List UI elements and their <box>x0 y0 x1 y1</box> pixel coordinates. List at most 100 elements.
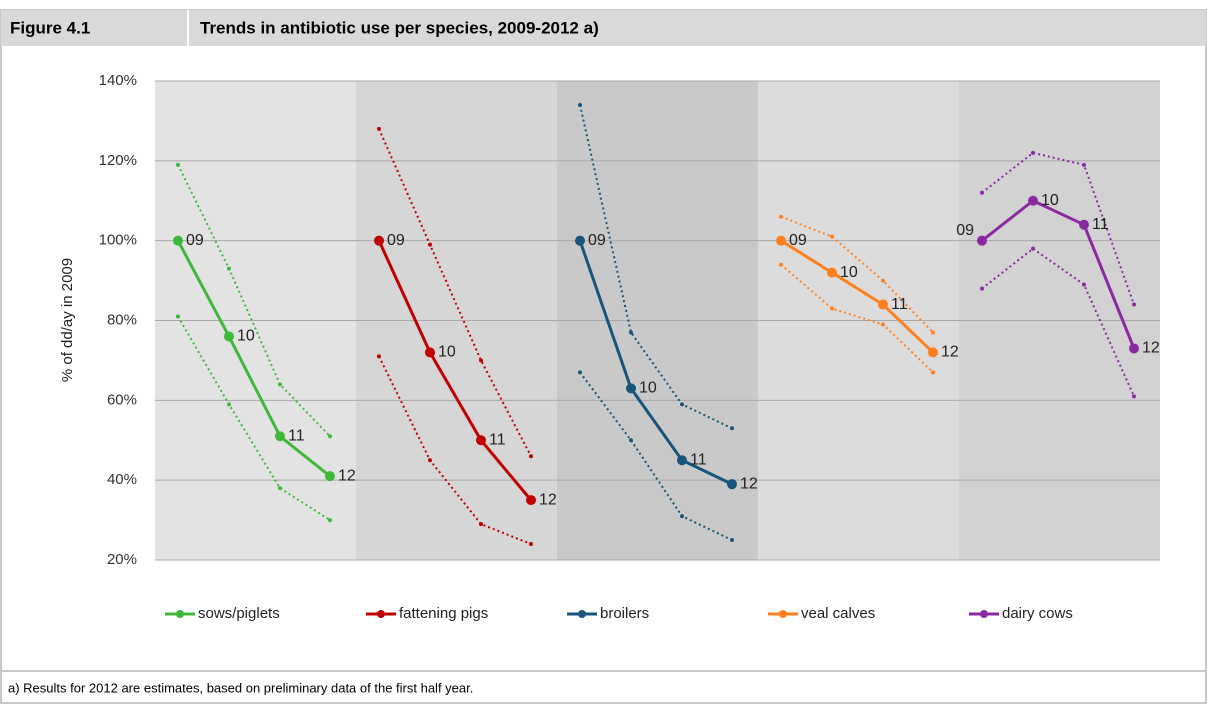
bound-point <box>227 266 231 271</box>
point-label: 10 <box>237 328 255 345</box>
bound-point <box>1082 282 1086 287</box>
data-point <box>476 435 486 446</box>
y-tick-label: 20% <box>107 551 137 568</box>
legend-label: fattening pigs <box>399 605 488 622</box>
bound-point <box>328 434 332 439</box>
bound-point <box>529 542 533 547</box>
data-point <box>776 235 786 246</box>
point-label: 11 <box>288 427 305 444</box>
legend-marker <box>779 610 787 618</box>
legend-label: broilers <box>600 605 649 622</box>
bound-point <box>377 354 381 359</box>
data-point <box>727 479 737 490</box>
y-tick-label: 140% <box>99 72 137 89</box>
bound-point <box>176 162 180 167</box>
point-label: 11 <box>489 431 506 448</box>
point-label: 09 <box>387 232 405 249</box>
data-point <box>575 235 585 246</box>
bound-point <box>529 454 533 459</box>
y-tick-label: 80% <box>107 311 137 328</box>
bound-point <box>328 518 332 523</box>
point-label: 12 <box>338 467 356 484</box>
legend-marker <box>176 610 184 618</box>
bound-point <box>730 538 734 543</box>
legend-label: dairy cows <box>1002 605 1073 622</box>
legend-label: veal calves <box>801 605 875 622</box>
bound-point <box>680 402 684 407</box>
bound-point <box>479 522 483 527</box>
data-point <box>878 299 888 310</box>
bound-point <box>278 486 282 491</box>
point-label: 12 <box>1142 340 1160 357</box>
series-line <box>176 239 331 478</box>
bound-line <box>579 104 733 430</box>
point-label: 10 <box>438 344 456 361</box>
y-tick-label: 60% <box>107 391 137 408</box>
bound-line <box>579 371 733 541</box>
point-label: 10 <box>840 264 858 281</box>
bound-point <box>779 214 783 219</box>
data-point <box>224 331 234 342</box>
legend-label: sows/piglets <box>198 605 280 622</box>
bound-line <box>780 263 934 374</box>
bound-point <box>428 242 432 247</box>
bound-point <box>881 278 885 283</box>
point-label: 11 <box>690 451 707 468</box>
bound-line <box>177 316 331 521</box>
bound-point <box>479 358 483 363</box>
point-label: 10 <box>1041 192 1059 209</box>
figure-label: Figure 4.1 <box>10 18 90 37</box>
bound-point <box>931 330 935 335</box>
data-point <box>325 471 335 482</box>
bound-point <box>377 126 381 131</box>
series-line <box>377 240 533 502</box>
bound-point <box>629 330 633 335</box>
point-label: 10 <box>639 380 657 397</box>
bound-point <box>578 370 582 375</box>
bound-point <box>1031 150 1035 155</box>
series-line <box>981 198 1136 350</box>
bound-line <box>378 355 532 545</box>
point-label: 11 <box>891 296 908 313</box>
y-tick-label: 100% <box>99 232 137 249</box>
bound-point <box>980 286 984 291</box>
bound-point <box>176 314 180 319</box>
bound-point <box>830 306 834 311</box>
point-label: 09 <box>956 222 974 239</box>
bound-point <box>629 438 633 443</box>
chart-title: Trends in antibiotic use per species, 20… <box>200 18 599 37</box>
point-label: 09 <box>588 232 606 249</box>
footnote: a) Results for 2012 are estimates, based… <box>8 680 473 695</box>
bound-point <box>227 402 231 407</box>
legend-marker <box>980 610 988 618</box>
point-label: 12 <box>539 491 557 508</box>
point-label: 11 <box>1092 216 1109 233</box>
bound-point <box>779 262 783 267</box>
bound-point <box>1132 302 1136 307</box>
bound-point <box>680 514 684 519</box>
legend-marker <box>578 610 586 618</box>
bound-point <box>278 382 282 387</box>
series-line <box>578 240 733 486</box>
header-bar <box>1 10 1206 46</box>
point-label: 09 <box>186 232 204 249</box>
y-tick-label: 40% <box>107 471 137 488</box>
data-point <box>374 235 384 246</box>
legend-marker <box>377 610 385 618</box>
bound-point <box>1082 162 1086 167</box>
bound-point <box>1132 394 1136 399</box>
y-tick-label: 120% <box>99 152 137 169</box>
point-label: 09 <box>789 232 807 249</box>
bound-line <box>981 247 1135 397</box>
data-point <box>526 495 536 506</box>
data-point <box>173 235 183 246</box>
data-point <box>1028 195 1038 206</box>
bound-point <box>881 322 885 327</box>
data-point <box>1129 343 1139 354</box>
data-point <box>977 235 987 246</box>
bound-point <box>1031 246 1035 251</box>
bound-point <box>830 234 834 239</box>
bound-point <box>428 458 432 463</box>
series-line <box>780 239 935 354</box>
